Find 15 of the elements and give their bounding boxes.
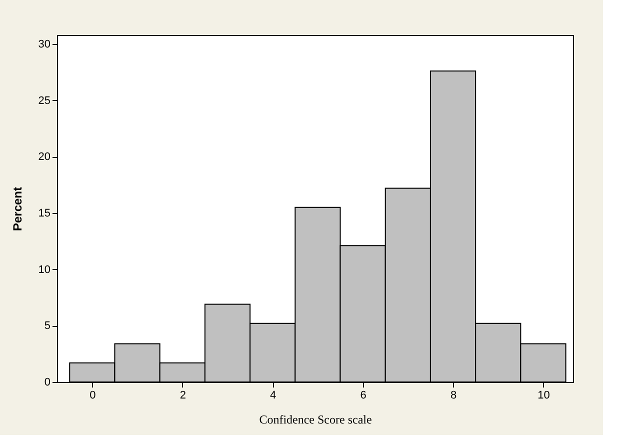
x-tick-label: 2 [180,390,186,402]
y-tick-label: 5 [44,320,50,332]
y-tick-label: 0 [44,376,50,388]
y-tick-label: 30 [38,38,50,51]
y-tick-label: 15 [38,208,50,220]
y-axis-title: Percent [10,186,24,232]
x-tick-label: 8 [450,390,457,402]
y-tick-label: 20 [38,151,50,164]
x-tick-label: 0 [90,390,96,402]
x-tick-label: 4 [270,390,276,402]
y-tick-label: 10 [38,264,50,276]
x-tick-label: 10 [538,390,550,402]
x-axis-title: Confidence Score scale [259,412,372,426]
x-tick-label: 6 [360,390,366,402]
y-tick-label: 25 [38,94,50,107]
